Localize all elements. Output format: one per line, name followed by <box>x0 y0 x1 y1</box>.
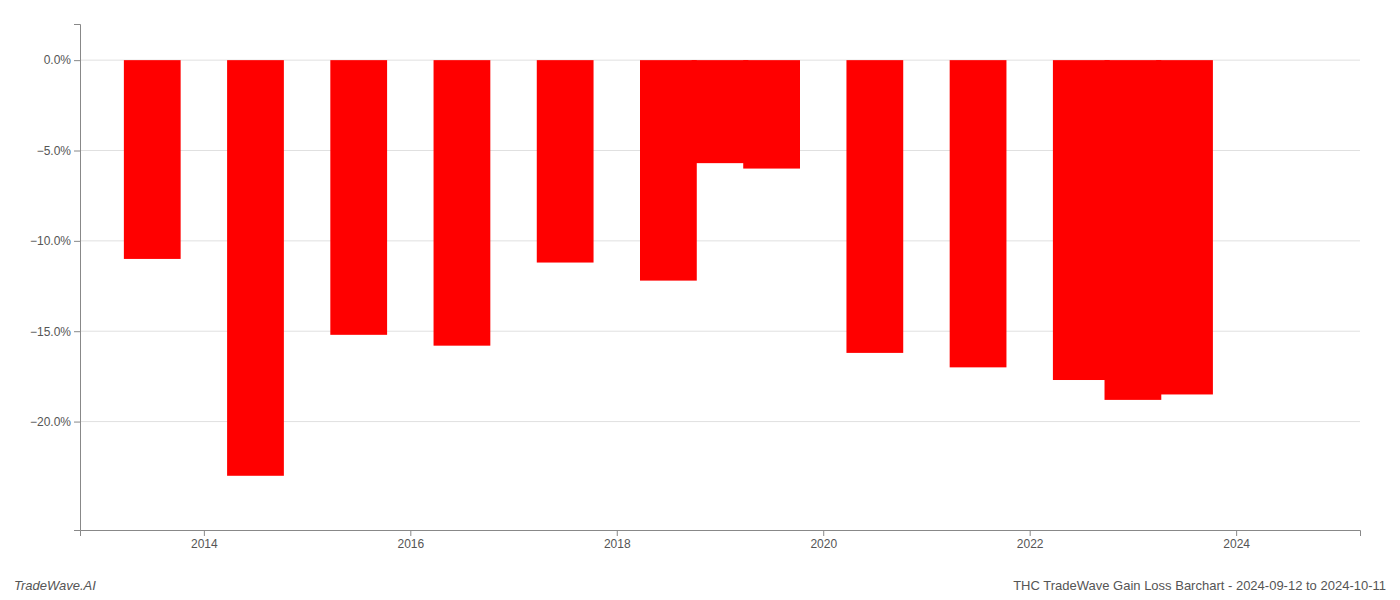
bar <box>537 60 594 262</box>
x-tick: 2018 <box>604 530 631 551</box>
y-tick: −20.0% <box>30 415 80 429</box>
x-tick-label: 2020 <box>810 537 837 551</box>
y-tick-mark <box>74 331 80 332</box>
x-tick: 2020 <box>810 530 837 551</box>
y-tick: −5.0% <box>37 144 80 158</box>
x-tick: 2022 <box>1017 530 1044 551</box>
bar <box>1053 60 1110 380</box>
bar <box>124 60 181 259</box>
bar <box>330 60 387 335</box>
x-tick: 2014 <box>191 530 218 551</box>
x-tick-label: 2018 <box>604 537 631 551</box>
x-tick: 2016 <box>397 530 424 551</box>
x-tick-label: 2022 <box>1017 537 1044 551</box>
y-tick-label: −5.0% <box>37 144 72 158</box>
footer-left: TradeWave.AI <box>14 578 96 593</box>
y-axis-line <box>74 25 81 531</box>
footer-right: THC TradeWave Gain Loss Barchart - 2024-… <box>1013 578 1386 593</box>
bar <box>640 60 697 280</box>
bar <box>743 60 800 168</box>
x-tick-label: 2024 <box>1223 537 1250 551</box>
x-tick: 2024 <box>1223 530 1250 551</box>
x-tick-mark <box>617 530 618 536</box>
bar <box>846 60 903 353</box>
bar <box>1156 60 1213 394</box>
y-tick-label: 0.0% <box>44 53 72 67</box>
background <box>0 0 1400 600</box>
chart-svg: 0.0%−5.0%−10.0%−15.0%−20.0%2014201620182… <box>0 0 1400 600</box>
y-tick-label: −15.0% <box>30 325 71 339</box>
x-tick-label: 2014 <box>191 537 218 551</box>
x-axis-line <box>81 531 1361 537</box>
y-tick-mark <box>74 151 80 152</box>
bar <box>434 60 491 346</box>
x-tick-mark <box>1236 530 1237 536</box>
bar <box>950 60 1007 367</box>
x-tick-mark <box>410 530 411 536</box>
x-axis: 2014 2016 2018 2020 2022 2024 <box>81 530 1361 551</box>
y-tick-mark <box>74 422 80 423</box>
y-tick-label: −10.0% <box>30 234 71 248</box>
bars <box>124 60 1213 476</box>
chart-container: 0.0%−5.0%−10.0%−15.0%−20.0%2014201620182… <box>0 0 1400 600</box>
x-tick-mark <box>823 530 824 536</box>
y-tick: −15.0% <box>30 325 80 339</box>
y-axis: 0.0% −5.0% −10.0% −15.0% −20.0% <box>30 25 81 531</box>
x-tick-mark <box>204 530 205 536</box>
bar <box>227 60 284 476</box>
y-tick-mark <box>74 241 80 242</box>
x-tick-mark <box>1030 530 1031 536</box>
y-tick-mark <box>74 60 80 61</box>
bar <box>1105 60 1162 400</box>
x-tick-label: 2016 <box>397 537 424 551</box>
y-tick: 0.0% <box>44 53 80 67</box>
y-tick-label: −20.0% <box>30 415 71 429</box>
y-tick: −10.0% <box>30 234 80 248</box>
bar <box>692 60 749 163</box>
